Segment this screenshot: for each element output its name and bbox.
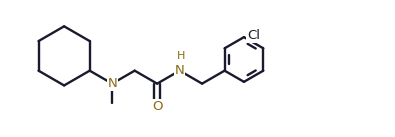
Text: Cl: Cl (247, 29, 260, 42)
Text: N: N (175, 64, 184, 77)
Text: O: O (152, 100, 162, 113)
Text: H: H (177, 51, 185, 61)
Text: N: N (107, 77, 117, 90)
